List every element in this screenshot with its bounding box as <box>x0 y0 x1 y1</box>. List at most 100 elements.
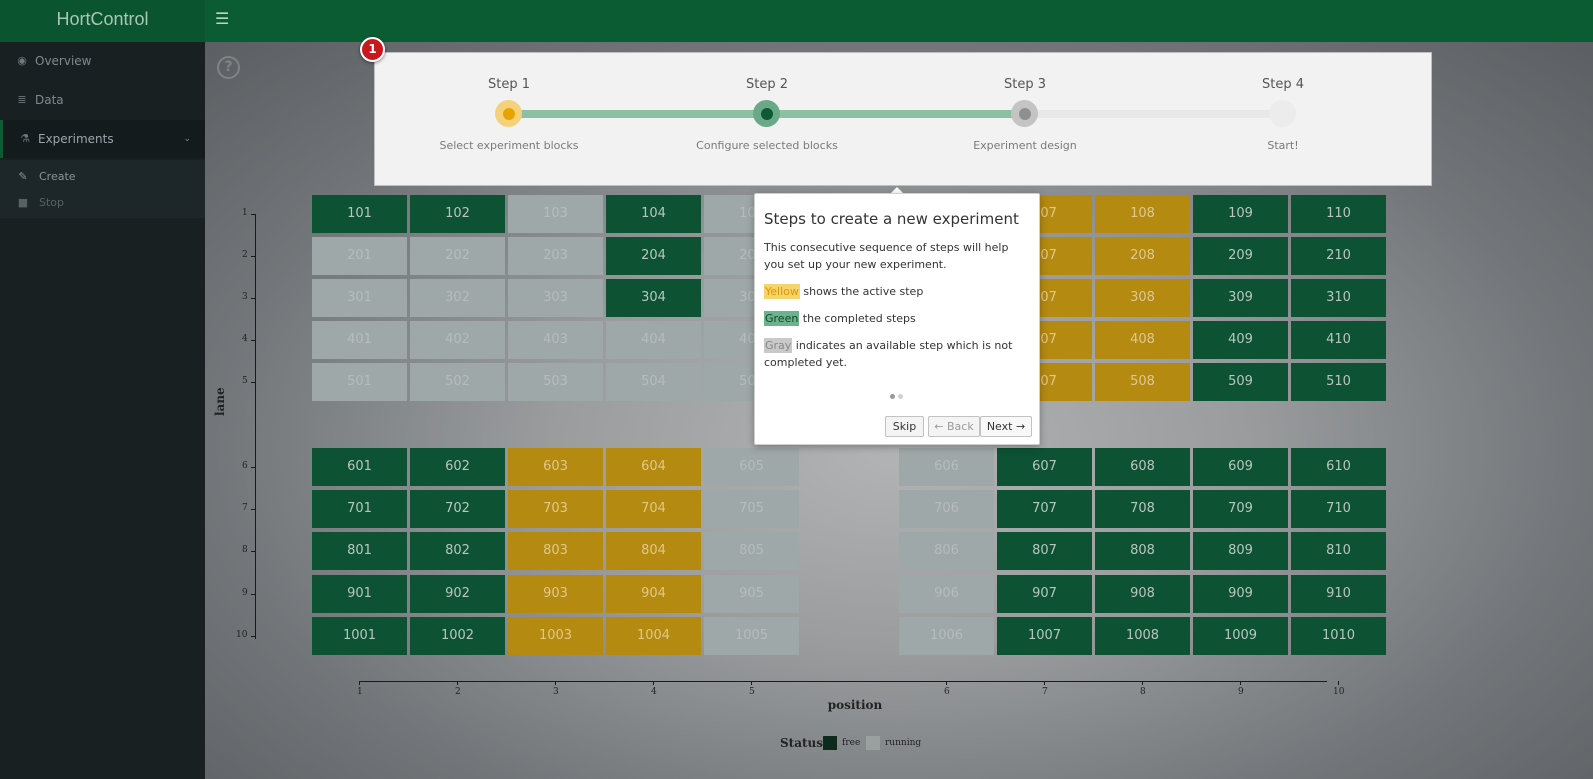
block-cell[interactable]: 101 <box>312 195 407 233</box>
block-cell[interactable]: 304 <box>606 279 701 317</box>
block-cell[interactable]: 409 <box>1193 321 1288 359</box>
sidebar-item-experiments[interactable]: ⚗ Experiments ⌄ <box>0 120 205 158</box>
block-cell[interactable]: 801 <box>312 532 407 570</box>
block-cell[interactable]: 209 <box>1193 237 1288 275</box>
block-cell[interactable]: 606 <box>899 448 994 486</box>
skip-button[interactable]: Skip <box>885 416 924 437</box>
block-cell[interactable]: 903 <box>508 575 603 613</box>
block-cell[interactable]: 804 <box>606 532 701 570</box>
block-cell[interactable]: 302 <box>410 279 505 317</box>
block-cell[interactable]: 510 <box>1291 363 1386 401</box>
block-cell[interactable]: 610 <box>1291 448 1386 486</box>
step-2-dot[interactable] <box>753 100 780 127</box>
block-cell[interactable]: 208 <box>1095 237 1190 275</box>
block-cell[interactable]: 710 <box>1291 490 1386 528</box>
help-icon[interactable]: ? <box>217 56 240 79</box>
sidebar-item-overview[interactable]: ◉ Overview <box>0 42 205 80</box>
block-cell[interactable]: 410 <box>1291 321 1386 359</box>
block-cell[interactable]: 310 <box>1291 279 1386 317</box>
block-cell[interactable]: 109 <box>1193 195 1288 233</box>
block-cell[interactable]: 605 <box>704 448 799 486</box>
block-cell[interactable]: 709 <box>1193 490 1288 528</box>
block-cell[interactable]: 608 <box>1095 448 1190 486</box>
block-cell[interactable]: 508 <box>1095 363 1190 401</box>
pagination-dot-active[interactable] <box>890 394 895 399</box>
block-cell[interactable]: 1010 <box>1291 617 1386 655</box>
block-cell[interactable]: 609 <box>1193 448 1288 486</box>
block-cell[interactable]: 1003 <box>508 617 603 655</box>
block-cell[interactable]: 604 <box>606 448 701 486</box>
menu-toggle-icon[interactable]: ☰ <box>215 9 230 28</box>
submenu-item-stop[interactable]: ■ Stop <box>0 190 205 216</box>
block-cell[interactable]: 408 <box>1095 321 1190 359</box>
block-cell[interactable]: 1004 <box>606 617 701 655</box>
block-cell[interactable]: 907 <box>997 575 1092 613</box>
pagination-dot[interactable] <box>898 394 903 399</box>
submenu-item-create[interactable]: ✎ Create <box>0 164 205 190</box>
block-cell[interactable]: 902 <box>410 575 505 613</box>
block-cell[interactable]: 503 <box>508 363 603 401</box>
block-cell[interactable]: 706 <box>899 490 994 528</box>
block-cell[interactable]: 602 <box>410 448 505 486</box>
block-cell[interactable]: 806 <box>899 532 994 570</box>
block-cell[interactable]: 203 <box>508 237 603 275</box>
block-cell[interactable]: 705 <box>704 490 799 528</box>
sidebar-item-data[interactable]: ≣ Data <box>0 81 205 119</box>
step-4-dot[interactable] <box>1269 100 1296 127</box>
block-cell[interactable]: 104 <box>606 195 701 233</box>
block-cell[interactable]: 201 <box>312 237 407 275</box>
block-cell[interactable]: 1002 <box>410 617 505 655</box>
block-cell[interactable]: 603 <box>508 448 603 486</box>
block-cell[interactable]: 202 <box>410 237 505 275</box>
block-cell[interactable]: 803 <box>508 532 603 570</box>
block-cell[interactable]: 1007 <box>997 617 1092 655</box>
block-cell[interactable]: 1009 <box>1193 617 1288 655</box>
step-1-dot[interactable] <box>495 100 522 127</box>
block-cell[interactable]: 904 <box>606 575 701 613</box>
brand-logo[interactable]: HortControl <box>0 0 205 42</box>
block-cell[interactable]: 607 <box>997 448 1092 486</box>
block-cell[interactable]: 703 <box>508 490 603 528</box>
block-cell[interactable]: 909 <box>1193 575 1288 613</box>
block-cell[interactable]: 908 <box>1095 575 1190 613</box>
block-cell[interactable]: 708 <box>1095 490 1190 528</box>
block-cell[interactable]: 108 <box>1095 195 1190 233</box>
block-cell[interactable]: 808 <box>1095 532 1190 570</box>
block-cell[interactable]: 1005 <box>704 617 799 655</box>
block-cell[interactable]: 501 <box>312 363 407 401</box>
block-cell[interactable]: 401 <box>312 321 407 359</box>
block-cell[interactable]: 905 <box>704 575 799 613</box>
block-cell[interactable]: 805 <box>704 532 799 570</box>
block-cell[interactable]: 910 <box>1291 575 1386 613</box>
block-cell[interactable]: 308 <box>1095 279 1190 317</box>
block-cell[interactable]: 509 <box>1193 363 1288 401</box>
block-cell[interactable]: 504 <box>606 363 701 401</box>
block-cell[interactable]: 210 <box>1291 237 1386 275</box>
block-cell[interactable]: 402 <box>410 321 505 359</box>
block-cell[interactable]: 502 <box>410 363 505 401</box>
back-button[interactable]: ← Back <box>928 416 980 437</box>
block-cell[interactable]: 110 <box>1291 195 1386 233</box>
block-cell[interactable]: 701 <box>312 490 407 528</box>
block-cell[interactable]: 204 <box>606 237 701 275</box>
block-cell[interactable]: 1001 <box>312 617 407 655</box>
block-cell[interactable]: 810 <box>1291 532 1386 570</box>
block-cell[interactable]: 809 <box>1193 532 1288 570</box>
block-cell[interactable]: 404 <box>606 321 701 359</box>
block-cell[interactable]: 802 <box>410 532 505 570</box>
step-3-dot[interactable] <box>1011 100 1038 127</box>
block-cell[interactable]: 1006 <box>899 617 994 655</box>
block-cell[interactable]: 1008 <box>1095 617 1190 655</box>
block-cell[interactable]: 303 <box>508 279 603 317</box>
block-cell[interactable]: 301 <box>312 279 407 317</box>
block-cell[interactable]: 103 <box>508 195 603 233</box>
block-cell[interactable]: 601 <box>312 448 407 486</box>
next-button[interactable]: Next → <box>980 416 1032 437</box>
block-cell[interactable]: 309 <box>1193 279 1288 317</box>
block-cell[interactable]: 906 <box>899 575 994 613</box>
block-cell[interactable]: 901 <box>312 575 407 613</box>
block-cell[interactable]: 403 <box>508 321 603 359</box>
block-cell[interactable]: 102 <box>410 195 505 233</box>
block-cell[interactable]: 702 <box>410 490 505 528</box>
block-cell[interactable]: 707 <box>997 490 1092 528</box>
